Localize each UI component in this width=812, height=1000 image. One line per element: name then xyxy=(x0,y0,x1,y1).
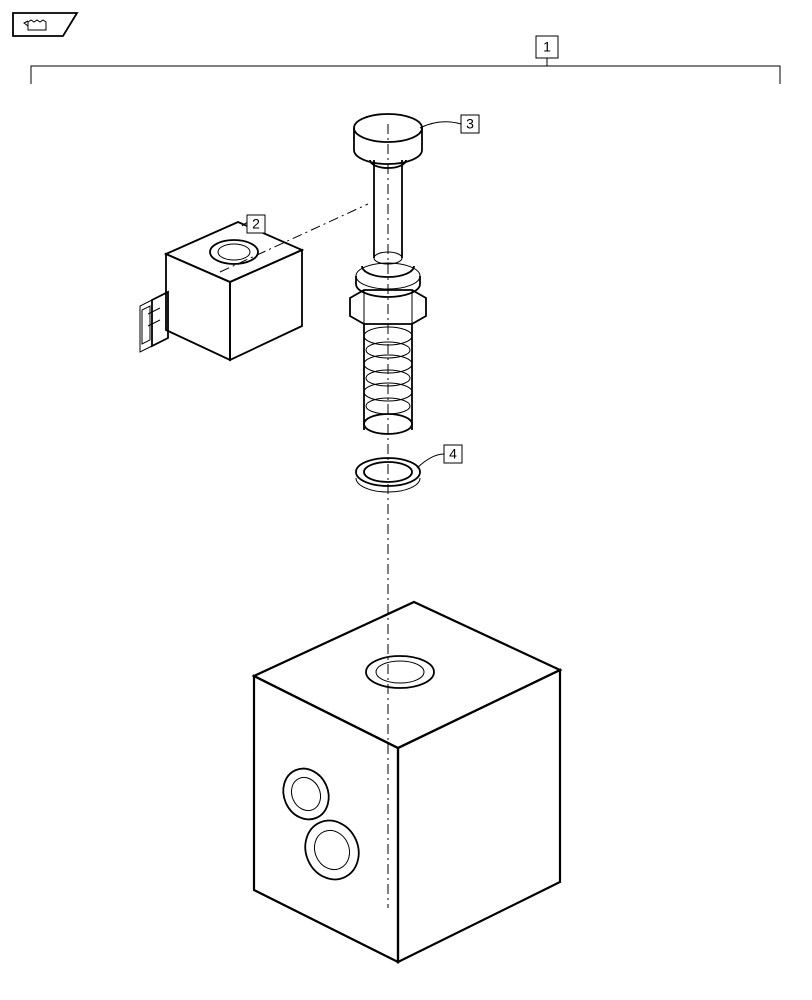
callout-3: 3 xyxy=(461,115,479,133)
callout-1-label: 1 xyxy=(543,39,551,55)
page-icon xyxy=(13,13,77,36)
callout-2: 2 xyxy=(247,215,265,233)
part-o-ring xyxy=(356,454,444,492)
part-solenoid-coil xyxy=(140,222,302,361)
part-valve-cartridge xyxy=(350,114,461,434)
assembly-bracket xyxy=(31,58,780,84)
callout-4-label: 4 xyxy=(449,446,457,462)
callout-2-label: 2 xyxy=(252,216,260,232)
coil-axis-line xyxy=(220,204,368,272)
callout-1: 1 xyxy=(536,36,558,58)
callout-4: 4 xyxy=(444,445,462,463)
part-manifold-block xyxy=(254,602,560,962)
callout-3-label: 3 xyxy=(466,116,474,132)
parts-diagram: 1 xyxy=(0,0,812,1000)
